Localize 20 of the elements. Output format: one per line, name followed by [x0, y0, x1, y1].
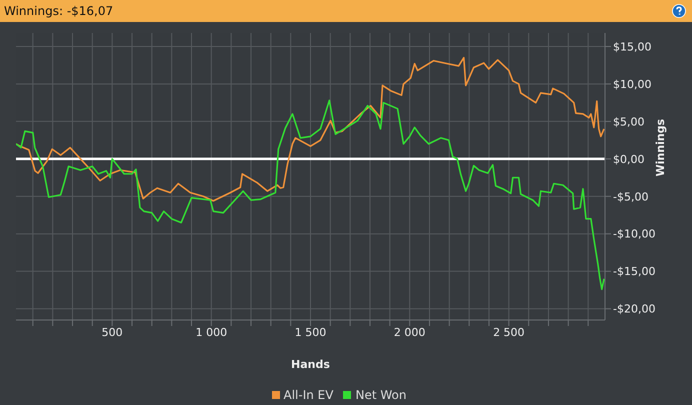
line-series — [16, 56, 605, 202]
x-tick-label: 2 500 — [493, 326, 525, 339]
y-tick-label: -$10,00 — [613, 228, 656, 241]
y-tick-label: -$15,00 — [613, 265, 656, 278]
legend-label: Net Won — [355, 388, 406, 402]
x-tick-label: 1 000 — [196, 326, 228, 339]
y-tick-label: $15,00 — [613, 40, 652, 54]
x-axis-title: Hands — [291, 358, 330, 371]
line-series — [16, 100, 605, 290]
y-tick-label: -$5,00 — [613, 190, 648, 204]
legend-label: All-In EV — [284, 388, 334, 402]
y-axis-title: Winnings — [654, 118, 667, 176]
chart-title: Winnings: -$16,07 — [4, 4, 114, 18]
y-tick-label: $0,00 — [613, 152, 644, 166]
x-tick-label: 1 500 — [294, 326, 326, 339]
y-tick-label: $10,00 — [613, 78, 652, 91]
x-tick-label: 500 — [102, 326, 123, 339]
y-tick-label: $5,00 — [613, 115, 644, 128]
x-tick-label: 2 000 — [394, 326, 426, 339]
y-tick-label: -$20,00 — [613, 302, 656, 316]
